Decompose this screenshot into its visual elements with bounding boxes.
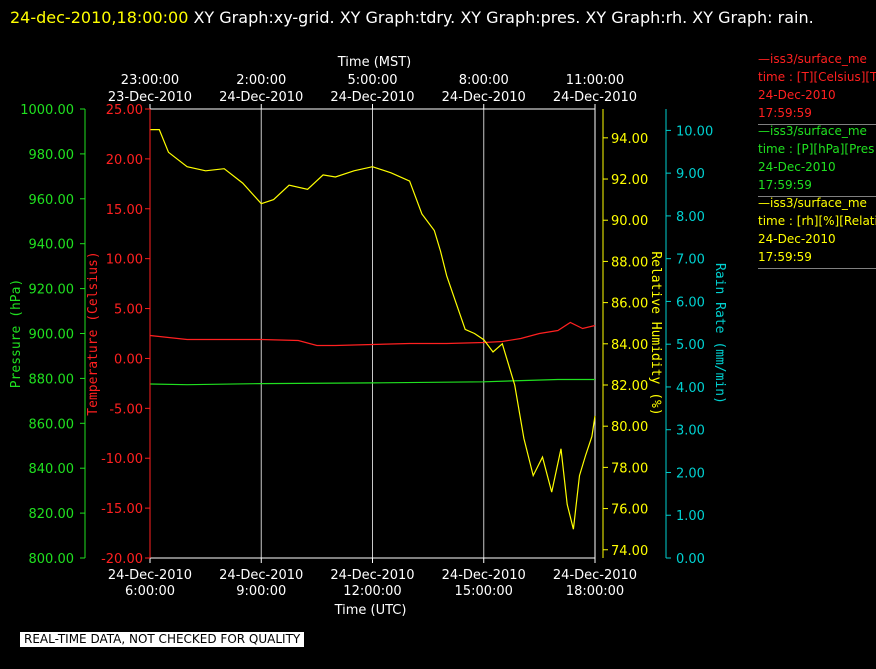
x-tick-label-date: 24-Dec-2010 bbox=[553, 568, 637, 583]
header-timestamp: 24-dec-2010,18:00:00 bbox=[10, 8, 189, 27]
legend-humidity[interactable]: —iss3/surface_me time : [rh][%][Relati 2… bbox=[758, 194, 876, 269]
humidity-axis-tick-label: 76.00 bbox=[611, 503, 648, 518]
rain-axis-tick-label: 10.00 bbox=[676, 124, 713, 139]
pressure-axis-tick-label: 860.00 bbox=[29, 417, 75, 432]
pressure-axis-tick-label: 800.00 bbox=[29, 552, 75, 567]
humidity-axis-title: Relative Humidity (%) bbox=[648, 251, 663, 415]
x-tick-label-date: 24-Dec-2010 bbox=[330, 568, 414, 583]
temperature-axis-tick-label: -5.00 bbox=[109, 402, 143, 417]
humidity-axis-tick-label: 92.00 bbox=[611, 173, 648, 188]
pressure-axis-tick-label: 840.00 bbox=[29, 462, 75, 477]
x-tick-label-time: 18:00:00 bbox=[566, 584, 624, 599]
humidity-axis-tick-label: 82.00 bbox=[611, 379, 648, 394]
legend-source: —iss3/surface_me bbox=[758, 52, 867, 66]
pressure-axis-tick-label: 920.00 bbox=[29, 283, 75, 298]
legend-time: 17:59:59 bbox=[758, 106, 812, 120]
pressure-axis-tick-label: 880.00 bbox=[29, 372, 75, 387]
legend-date: 24-Dec-2010 bbox=[758, 88, 836, 102]
humidity-axis-tick-label: 90.00 bbox=[611, 214, 648, 229]
rain-axis-tick-label: 8.00 bbox=[676, 210, 705, 225]
rain-axis-tick-label: 6.00 bbox=[676, 295, 705, 310]
pressure-axis-title: Pressure (hPa) bbox=[9, 279, 24, 389]
pressure-axis-tick-label: 960.00 bbox=[29, 193, 75, 208]
x-tick-label-time: 6:00:00 bbox=[125, 584, 175, 599]
top-tick-label-date: 23-Dec-2010 bbox=[108, 90, 192, 105]
x-tick-label-time: 15:00:00 bbox=[455, 584, 513, 599]
legend-source: —iss3/surface_me bbox=[758, 124, 867, 138]
x-tick-label-date: 24-Dec-2010 bbox=[219, 568, 303, 583]
humidity-axis-tick-label: 94.00 bbox=[611, 132, 648, 147]
pressure-axis-tick-label: 900.00 bbox=[29, 328, 75, 343]
rh-series-line bbox=[150, 129, 596, 530]
pressure-axis-tick-label: 980.00 bbox=[29, 148, 75, 163]
top-tick-label-date: 24-Dec-2010 bbox=[219, 90, 303, 105]
legend-date: 24-Dec-2010 bbox=[758, 160, 836, 174]
grid-lines bbox=[260, 109, 485, 558]
temperature-axis-tick-label: -10.00 bbox=[101, 452, 143, 467]
rain-axis-tick-label: 2.00 bbox=[676, 466, 705, 481]
temperature-axis-tick-label: 5.00 bbox=[114, 303, 143, 318]
rain-axis-tick-label: 7.00 bbox=[676, 253, 705, 268]
x-tick-label-time: 12:00:00 bbox=[343, 584, 401, 599]
top-tick-label-time: 11:00:00 bbox=[566, 73, 624, 88]
pressure-axis-tick-label: 940.00 bbox=[29, 238, 75, 253]
top-tick-label-date: 24-Dec-2010 bbox=[442, 90, 526, 105]
temperature-axis-tick-label: 15.00 bbox=[106, 203, 143, 218]
legend-variable: time : [T][Celsius][T bbox=[758, 70, 876, 84]
x-axis-title-utc: Time (UTC) bbox=[334, 603, 407, 618]
rain-axis-tick-label: 3.00 bbox=[676, 424, 705, 439]
temperature-axis-tick-label: 20.00 bbox=[106, 153, 143, 168]
top-tick-label-date: 24-Dec-2010 bbox=[553, 90, 637, 105]
temperature-axis-tick-label: -15.00 bbox=[101, 502, 143, 517]
x-tick-label-time: 9:00:00 bbox=[236, 584, 286, 599]
legend-temperature[interactable]: —iss3/surface_me time : [T][Celsius][T 2… bbox=[758, 50, 876, 125]
top-tick-label-date: 24-Dec-2010 bbox=[330, 90, 414, 105]
legend-time: 17:59:59 bbox=[758, 178, 812, 192]
temperature-axis-tick-label: -20.00 bbox=[101, 552, 143, 567]
x-axis-title-mst: Time (MST) bbox=[337, 55, 412, 70]
quality-notice: REAL-TIME DATA, NOT CHECKED FOR QUALITY bbox=[20, 632, 305, 647]
rain-axis-tick-label: 1.00 bbox=[676, 509, 705, 524]
axes-layer: 24-Dec-20106:00:0024-Dec-20109:00:0024-D… bbox=[9, 55, 727, 618]
pressure-series-line bbox=[149, 378, 595, 386]
legend-source: —iss3/surface_me bbox=[758, 196, 867, 210]
legend-divider bbox=[758, 268, 876, 269]
series-layer bbox=[149, 129, 596, 530]
legend-variable: time : [rh][%][Relati bbox=[758, 214, 876, 228]
rain-axis-tick-label: 5.00 bbox=[676, 338, 705, 353]
x-tick-label-date: 24-Dec-2010 bbox=[442, 568, 526, 583]
rain-axis-tick-label: 4.00 bbox=[676, 381, 705, 396]
pressure-axis-tick-label: 1000.00 bbox=[20, 103, 74, 118]
rain-axis-tick-label: 9.00 bbox=[676, 167, 705, 182]
legend-date: 24-Dec-2010 bbox=[758, 232, 836, 246]
humidity-axis-tick-label: 74.00 bbox=[611, 544, 648, 559]
top-tick-label-time: 8:00:00 bbox=[459, 73, 509, 88]
temperature-axis-tick-label: 25.00 bbox=[106, 103, 143, 118]
legend-pressure[interactable]: —iss3/surface_me time : [P][hPa][Pres 24… bbox=[758, 122, 876, 197]
humidity-axis-tick-label: 78.00 bbox=[611, 461, 648, 476]
legend-time: 17:59:59 bbox=[758, 250, 812, 264]
rain-axis-tick-label: 0.00 bbox=[676, 552, 705, 567]
pressure-axis-tick-label: 820.00 bbox=[29, 507, 75, 522]
temperature-axis-title: Temperature (Celsius) bbox=[86, 251, 101, 415]
legend-variable: time : [P][hPa][Pres bbox=[758, 142, 875, 156]
temperature-series-line bbox=[149, 321, 596, 347]
top-tick-label-time: 2:00:00 bbox=[236, 73, 286, 88]
humidity-axis-tick-label: 86.00 bbox=[611, 297, 648, 312]
top-tick-label-time: 5:00:00 bbox=[347, 73, 397, 88]
humidity-axis-tick-label: 84.00 bbox=[611, 338, 648, 353]
x-tick-label-date: 24-Dec-2010 bbox=[108, 568, 192, 583]
graph-header: 24-dec-2010,18:00:00 XY Graph:xy-grid. X… bbox=[10, 3, 860, 32]
temperature-axis-tick-label: 0.00 bbox=[114, 352, 143, 367]
humidity-axis-tick-label: 88.00 bbox=[611, 255, 648, 270]
humidity-axis-tick-label: 80.00 bbox=[611, 420, 648, 435]
legend-divider bbox=[758, 124, 876, 125]
header-graph-list: XY Graph:xy-grid. XY Graph:tdry. XY Grap… bbox=[188, 8, 814, 27]
legend-divider bbox=[758, 196, 876, 197]
temperature-axis-tick-label: 10.00 bbox=[106, 253, 143, 268]
top-tick-label-time: 23:00:00 bbox=[121, 73, 179, 88]
rain-axis-title: Rain Rate (mm/min) bbox=[712, 263, 727, 404]
